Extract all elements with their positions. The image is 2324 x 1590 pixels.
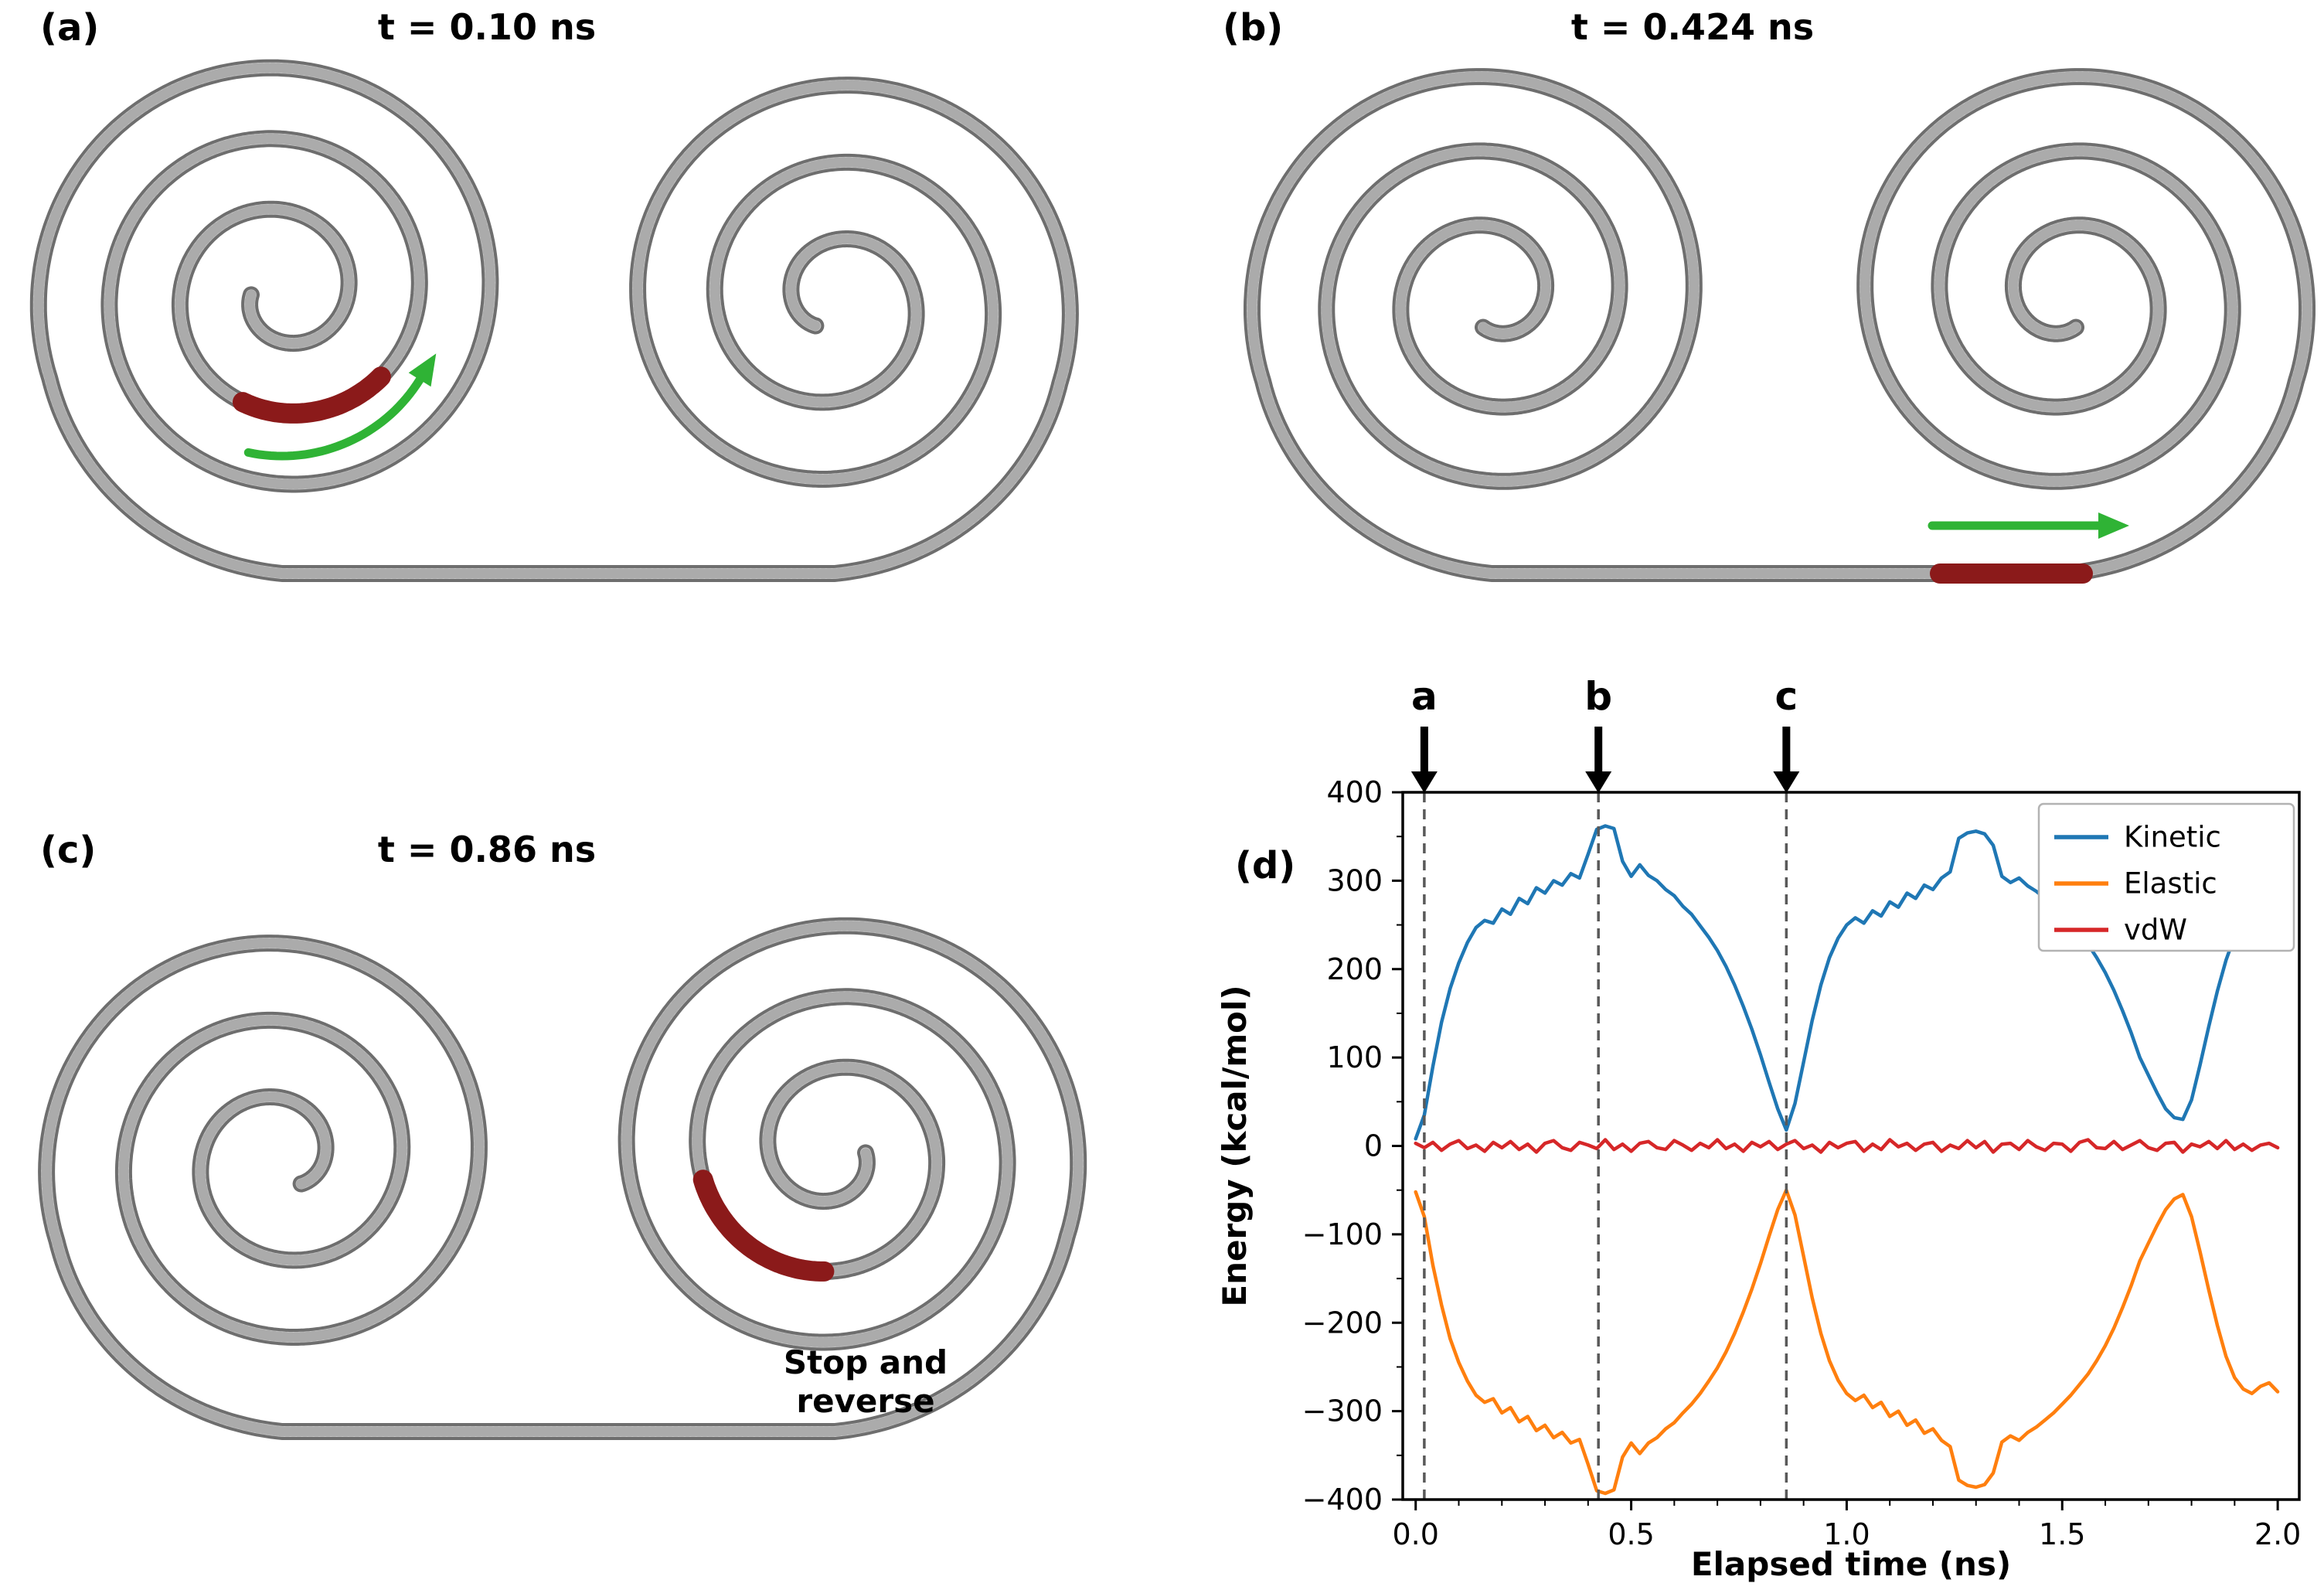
energy-chart: a b c 0.0 0.5 1.0 1.5 2.0 −400 −300 −200 −100 0 100 20…	[1216, 674, 2301, 1583]
svg-text:−400: −400	[1302, 1483, 1383, 1517]
svg-text:c: c	[1775, 674, 1798, 719]
svg-text:vdW: vdW	[2124, 914, 2187, 947]
panel-d-label: (d)	[1235, 844, 1296, 887]
svg-text:400: 400	[1326, 775, 1383, 809]
panel-a-title: t = 0.10 ns	[377, 6, 597, 48]
svg-text:2.0: 2.0	[2254, 1517, 2301, 1551]
panel-a-label: (a)	[40, 6, 100, 49]
svg-text:Kinetic: Kinetic	[2124, 821, 2221, 854]
svg-text:a: a	[1411, 674, 1438, 719]
spiral-diagram-a	[29, 59, 1079, 582]
svg-text:0.5: 0.5	[1608, 1517, 1654, 1551]
panel-b-title: t = 0.424 ns	[1570, 6, 1815, 48]
svg-text:1.0: 1.0	[1823, 1517, 1870, 1551]
svg-text:1.5: 1.5	[2039, 1517, 2085, 1551]
svg-text:−200: −200	[1302, 1306, 1383, 1340]
svg-text:−100: −100	[1302, 1217, 1383, 1251]
svg-text:0.0: 0.0	[1393, 1517, 1439, 1551]
svg-text:b: b	[1584, 674, 1612, 719]
svg-text:Energy (kcal/mol): Energy (kcal/mol)	[1216, 985, 1254, 1306]
svg-text:Elapsed time (ns): Elapsed time (ns)	[1691, 1545, 2011, 1583]
svg-text:100: 100	[1326, 1040, 1383, 1074]
stop-and-reverse-annotation: Stop and reverse	[783, 1343, 948, 1420]
svg-text:300: 300	[1326, 863, 1383, 897]
spiral-diagram-b	[1244, 68, 2315, 584]
panel-c-title: t = 0.86 ns	[377, 829, 597, 870]
panel-c-label: (c)	[40, 829, 97, 872]
spiral-diagram-c	[38, 917, 1087, 1440]
svg-text:0: 0	[1364, 1129, 1383, 1163]
svg-text:Elastic: Elastic	[2124, 867, 2217, 901]
panel-b-label: (b)	[1223, 6, 1284, 49]
svg-text:−300: −300	[1302, 1394, 1383, 1428]
svg-text:200: 200	[1326, 952, 1383, 986]
